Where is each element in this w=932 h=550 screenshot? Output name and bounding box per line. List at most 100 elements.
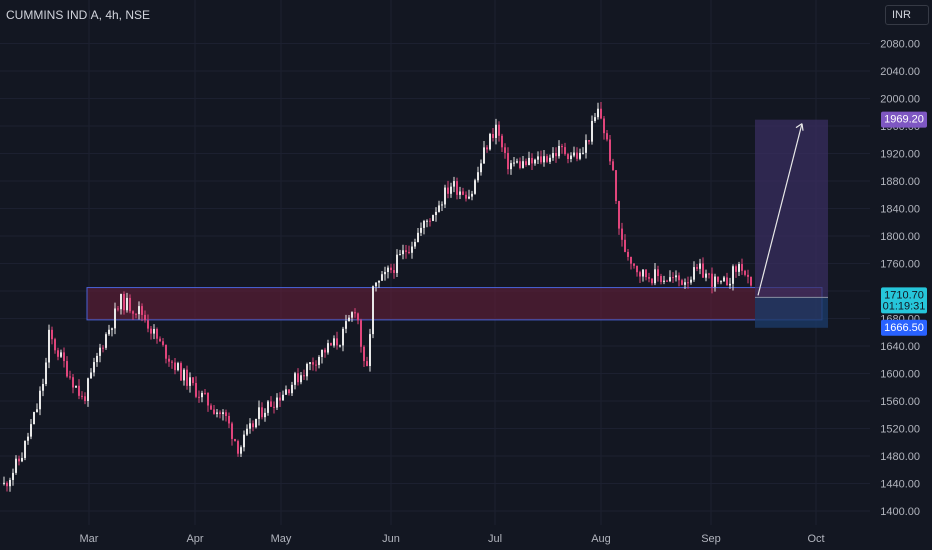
candle-body xyxy=(330,343,332,346)
candle-body xyxy=(621,228,623,240)
candle-body xyxy=(252,423,254,428)
candle-body xyxy=(534,159,536,164)
candle-body xyxy=(84,396,86,401)
candle-body xyxy=(582,152,584,154)
candle-body xyxy=(732,266,734,284)
candle-body xyxy=(627,251,629,257)
candle-body xyxy=(342,328,344,346)
candle-body xyxy=(42,384,44,391)
candle-body xyxy=(93,362,95,373)
candle-body xyxy=(306,363,308,377)
candle-body xyxy=(435,211,437,216)
candle-body xyxy=(273,406,275,408)
candle-body xyxy=(69,376,71,378)
candle-body xyxy=(654,269,656,284)
candle-body xyxy=(480,163,482,173)
price-tick-label: 1880.00 xyxy=(880,176,920,188)
candle-body xyxy=(726,277,728,286)
current-price-badge-text: 1710.70 xyxy=(884,289,924,301)
candle-body xyxy=(336,338,338,346)
candle-body xyxy=(441,204,443,206)
currency-selector-button[interactable]: INR xyxy=(885,5,929,25)
candle-body xyxy=(576,152,578,159)
time-tick-label: Mar xyxy=(80,533,99,545)
candle-body xyxy=(573,152,575,156)
candle-body xyxy=(264,412,266,418)
candle-body xyxy=(459,191,461,195)
candle-body xyxy=(624,239,626,252)
candle-body xyxy=(516,161,518,163)
candle-body xyxy=(501,135,503,148)
time-tick-label: Aug xyxy=(591,533,611,545)
candle-body xyxy=(477,172,479,181)
candle-body xyxy=(126,297,128,311)
candle-body xyxy=(717,276,719,282)
candle-body xyxy=(564,147,566,155)
candle-body xyxy=(207,392,209,406)
candle-body xyxy=(366,361,368,367)
candle-body xyxy=(681,280,683,285)
target-price-badge-text: 1969.20 xyxy=(884,114,924,126)
candle-body xyxy=(174,362,176,371)
price-tick-label: 1520.00 xyxy=(880,424,920,436)
candle-body xyxy=(630,256,632,264)
candle-body xyxy=(702,263,704,278)
candle-body xyxy=(225,412,227,416)
candle-body xyxy=(165,344,167,359)
candle-body xyxy=(288,389,290,394)
candle-body xyxy=(201,392,203,398)
candle-body xyxy=(21,457,23,462)
candle-body xyxy=(615,170,617,202)
candle-body xyxy=(216,412,218,414)
candle-body xyxy=(486,147,488,150)
time-tick-label: May xyxy=(271,533,292,545)
candle-body xyxy=(525,161,527,166)
candle-body xyxy=(279,397,281,401)
candle-body xyxy=(129,297,131,312)
candle-body xyxy=(162,341,164,345)
candle-body xyxy=(255,418,257,428)
candle-body xyxy=(531,157,533,164)
candle-body xyxy=(150,328,152,334)
current-price-badge-text: 01:19:31 xyxy=(883,300,926,312)
candle-body xyxy=(591,120,593,142)
long-target-zone xyxy=(755,119,828,298)
candle-body xyxy=(687,282,689,284)
candle-body xyxy=(567,154,569,160)
candle-body xyxy=(513,162,515,164)
chart-symbol-title: CUMMINS INDIA, 4h, NSE xyxy=(6,8,151,22)
candle-body xyxy=(636,265,638,273)
candle-body xyxy=(120,294,122,310)
candle-body xyxy=(15,458,17,473)
candle-body xyxy=(54,339,56,351)
candle-body xyxy=(321,349,323,357)
candle-body xyxy=(684,282,686,285)
projection-arrow-head xyxy=(795,123,804,131)
candle-body xyxy=(18,458,20,462)
candle-body xyxy=(720,281,722,283)
candle-body xyxy=(609,139,611,162)
candle-body xyxy=(450,186,452,194)
candle-body xyxy=(510,163,512,170)
candle-body xyxy=(699,263,701,269)
candle-body xyxy=(408,251,410,253)
candle-body xyxy=(429,220,431,222)
candle-body xyxy=(99,347,101,356)
candle-body xyxy=(489,133,491,150)
candle-body xyxy=(96,355,98,363)
candle-body xyxy=(618,201,620,229)
candle-body xyxy=(159,338,161,342)
candle-body xyxy=(714,276,716,287)
candle-body xyxy=(27,436,29,441)
candle-body xyxy=(75,385,77,388)
candle-body xyxy=(195,383,197,397)
candle-body xyxy=(498,124,500,136)
candle-body xyxy=(258,407,260,419)
candle-body xyxy=(711,273,713,287)
candle-body xyxy=(363,346,365,362)
candle-body xyxy=(324,349,326,353)
candle-body xyxy=(153,328,155,334)
candle-body xyxy=(660,276,662,282)
candle-body xyxy=(39,390,41,410)
